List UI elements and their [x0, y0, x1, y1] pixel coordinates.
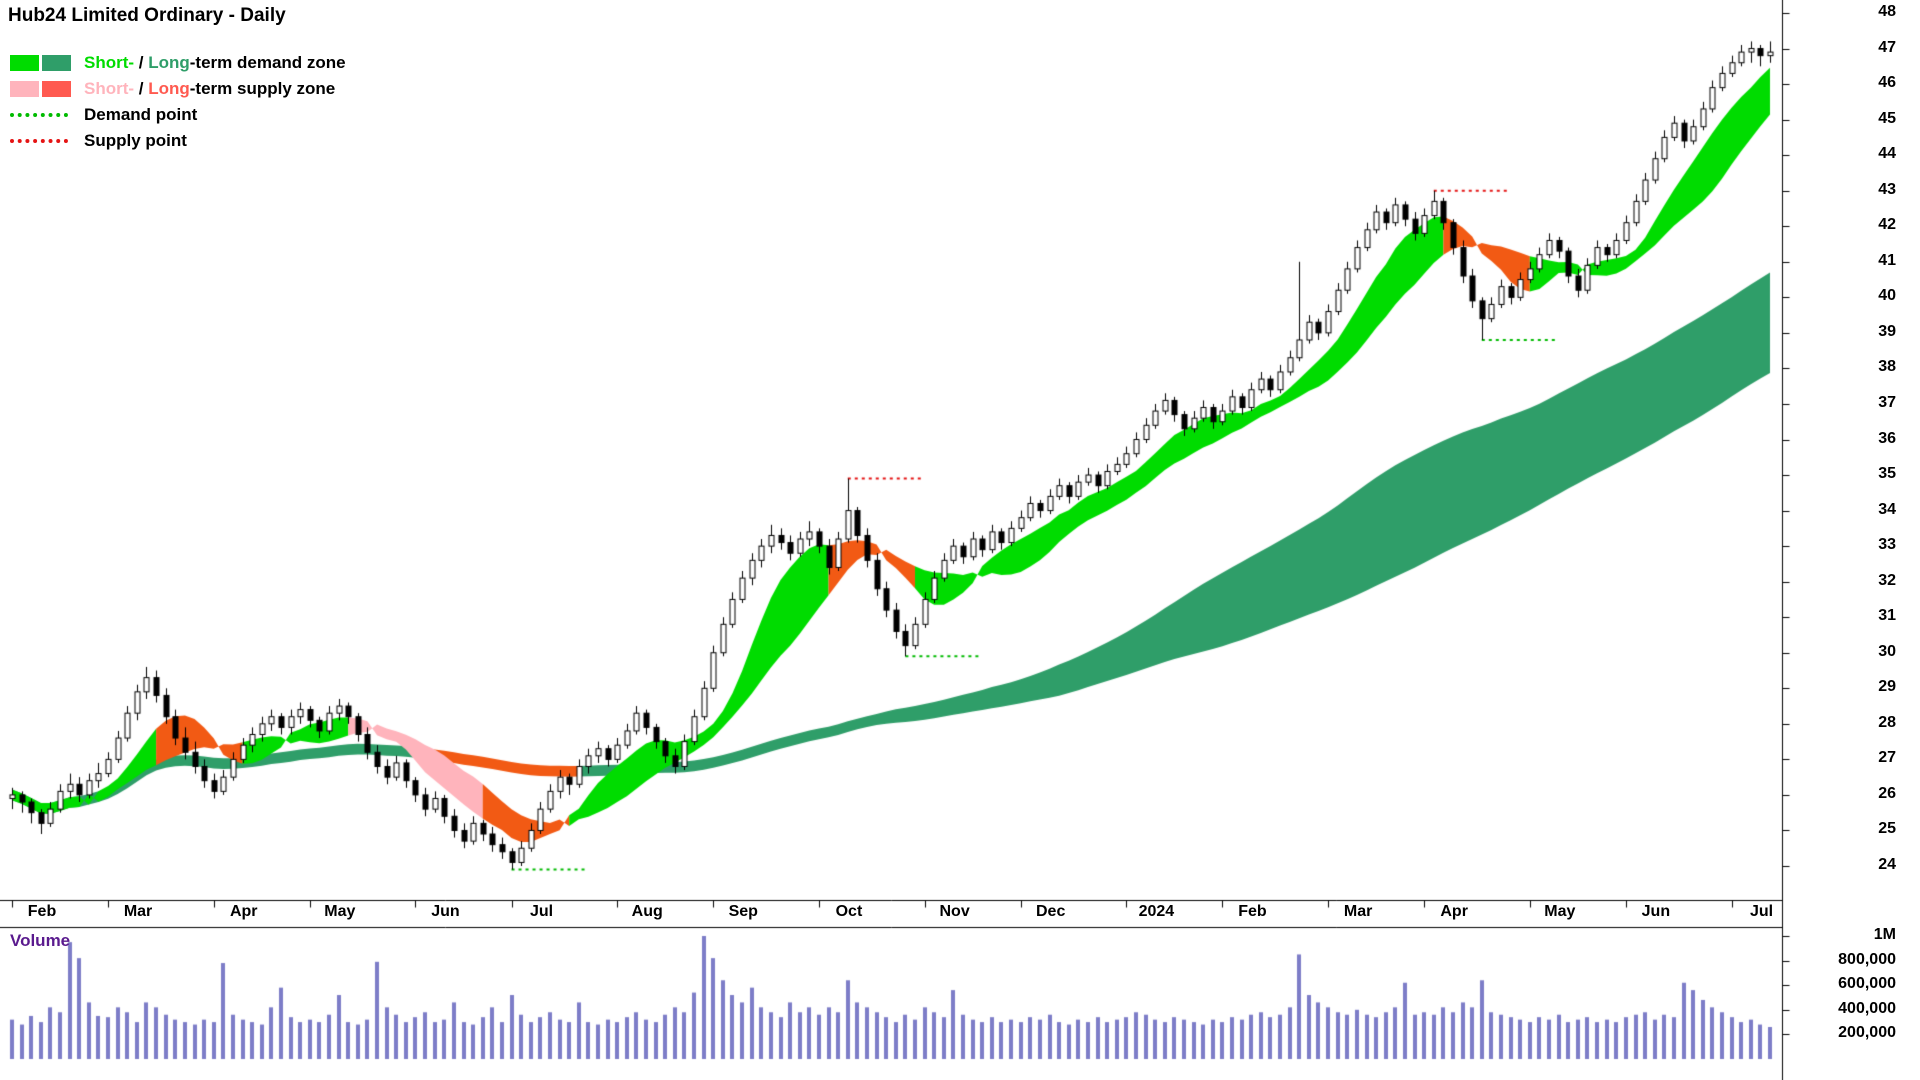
long-supply-swatch: [42, 81, 71, 97]
price-axis-label: 35: [1878, 465, 1896, 483]
demand-zone-swatches: [10, 55, 74, 71]
price-axis-label: 24: [1878, 856, 1896, 873]
legend-row-demand-point: Demand point: [10, 102, 346, 128]
price-axis: 48 47 46 45 44 43 42 41 40 39 38 37 36 35 34 33 32 31 30 29…: [1824, 0, 1896, 1080]
price-axis-label: 41: [1878, 251, 1896, 269]
volume-panel-label: Volume: [10, 931, 71, 950]
price-axis-label: 42: [1878, 216, 1896, 234]
chart-title: Hub24 Limited Ordinary - Daily: [8, 5, 286, 26]
price-axis-label: 36: [1878, 429, 1896, 447]
supply-point-line-icon: [10, 139, 68, 143]
legend-demand-point-label: Demand point: [84, 105, 198, 124]
supply-point-swatch: [10, 139, 74, 143]
price-axis-label: 46: [1878, 74, 1896, 92]
legend-supply-zone-label: Short- / Long-term supply zone: [84, 79, 335, 99]
legend-row-supply-point: Supply point: [10, 128, 346, 154]
price-axis-label: 47: [1878, 38, 1896, 56]
price-axis-label: 27: [1878, 749, 1896, 767]
legend-long-demand-text: Long: [148, 53, 190, 72]
price-axis-label: 28: [1878, 713, 1896, 731]
demand-point-swatch: [10, 113, 74, 117]
price-axis-label: 34: [1878, 500, 1896, 518]
demand-point-line-icon: [10, 113, 68, 117]
legend: Short- / Long-term demand zone Short- / …: [10, 50, 346, 154]
legend-demand-zone-label: Short- / Long-term demand zone: [84, 53, 346, 73]
legend-supply-suffix-text: -term supply zone: [189, 79, 336, 98]
volume-axis-label: 200,000: [1838, 1024, 1896, 1042]
price-axis-label: 43: [1878, 180, 1896, 198]
price-axis-label: 33: [1878, 536, 1896, 554]
volume-axis: 1M 800,000 600,000 400,000 200,000: [1824, 0, 1896, 1080]
price-axis-label: 30: [1878, 642, 1896, 660]
price-axis-label: 39: [1878, 322, 1896, 340]
price-axis-label: 25: [1878, 820, 1896, 838]
legend-supply-point-label: Supply point: [84, 131, 187, 150]
legend-supply-sep-text: /: [134, 79, 149, 98]
price-axis-label: 26: [1878, 784, 1896, 802]
price-axis-label: 32: [1878, 571, 1896, 589]
legend-demand-suffix-text: -term demand zone: [189, 53, 346, 72]
legend-long-supply-text: Long: [148, 79, 190, 98]
price-axis-label: 38: [1878, 358, 1896, 376]
long-demand-swatch: [42, 55, 71, 71]
legend-row-supply-zone: Short- / Long-term supply zone: [10, 76, 346, 102]
price-axis-label: 40: [1878, 287, 1896, 305]
volume-axis-label: 600,000: [1838, 975, 1896, 993]
price-axis-label: 45: [1878, 109, 1896, 127]
legend-demand-sep-text: /: [134, 53, 149, 72]
legend-short-demand-text: Short-: [84, 53, 135, 72]
price-axis-label: 44: [1878, 145, 1896, 163]
legend-row-demand-zone: Short- / Long-term demand zone: [10, 50, 346, 76]
volume-axis-label: 400,000: [1838, 999, 1896, 1017]
price-axis-label: 37: [1878, 393, 1896, 411]
supply-zone-swatches: [10, 81, 74, 97]
price-axis-label: 48: [1878, 3, 1896, 20]
volume-axis-label: 1M: [1873, 926, 1896, 943]
short-supply-swatch: [10, 81, 39, 97]
price-axis-label: 29: [1878, 678, 1896, 696]
legend-short-supply-text: Short-: [84, 79, 135, 98]
short-demand-swatch: [10, 55, 39, 71]
volume-axis-label: 800,000: [1838, 950, 1896, 968]
price-axis-label: 31: [1878, 607, 1896, 625]
